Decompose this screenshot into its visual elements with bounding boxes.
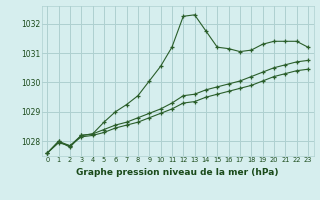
X-axis label: Graphe pression niveau de la mer (hPa): Graphe pression niveau de la mer (hPa) xyxy=(76,168,279,177)
